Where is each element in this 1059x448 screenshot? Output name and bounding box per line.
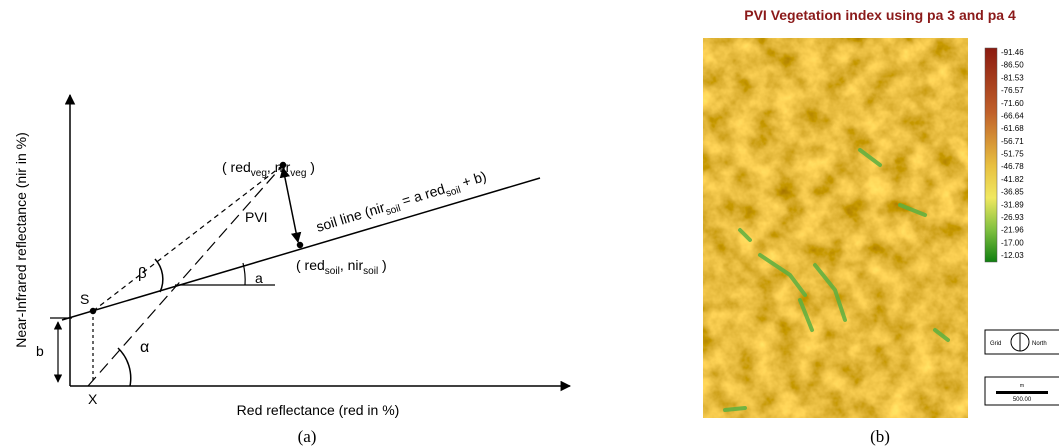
label-part: soil line (nir [314, 199, 387, 235]
figure: Near-Infrared reflectance (nir in %) Red… [0, 0, 1059, 448]
legend-label: -12.03 [1001, 251, 1024, 260]
legend-label: -91.46 [1001, 48, 1024, 57]
scale-value: 500.00 [1013, 397, 1032, 403]
legend-label: -76.57 [1001, 86, 1024, 95]
x-axis-label: Red reflectance (red in %) [237, 402, 400, 418]
panel-b: PVI Vegetation index using pa 3 and pa 4… [703, 7, 1059, 446]
subscript: soil [363, 266, 378, 277]
scale-bar [996, 391, 1048, 394]
legend-label: -21.96 [1001, 226, 1024, 235]
legend-label: -51.75 [1001, 150, 1024, 159]
beta-label: β [138, 265, 147, 282]
legend-label: -86.50 [1001, 61, 1024, 70]
label-part: + b) [456, 168, 488, 192]
dashed-line [93, 165, 283, 311]
legend-label: -46.78 [1001, 162, 1024, 171]
label-part: ( red [296, 257, 325, 273]
panel-a [50, 95, 570, 386]
map-title: PVI Vegetation index using pa 3 and pa 4 [744, 7, 1016, 23]
subscript: veg [290, 168, 306, 179]
legend-label: -36.85 [1001, 188, 1024, 197]
label-part: ( red [222, 159, 251, 175]
legend-label: -66.64 [1001, 111, 1024, 120]
label-part: ) [306, 159, 315, 175]
alpha-arc [118, 348, 131, 386]
caption: (b) [870, 427, 890, 446]
intercept-label: b [36, 343, 44, 359]
legend-label: -31.89 [1001, 200, 1024, 209]
legend-label: -71.60 [1001, 99, 1024, 108]
compass-label: North [1032, 341, 1047, 347]
legend-label: -17.00 [1001, 238, 1024, 247]
compass-label: Grid [990, 341, 1001, 347]
legend: -91.46 -86.50 -81.53 -76.57 -71.60 -66.64 -61.… [1001, 48, 1024, 260]
vegetation-point-label: ( redveg, nirveg ) [222, 159, 315, 179]
point [298, 243, 303, 248]
label-part: = a red [396, 180, 446, 209]
scale-unit: m [1020, 383, 1024, 389]
caption: (a) [298, 427, 317, 446]
map-texture [703, 38, 968, 418]
x-label: X [88, 391, 98, 407]
point [91, 309, 96, 314]
label-part: , nir [267, 159, 291, 175]
soil-line [62, 178, 540, 320]
legend-label: -81.53 [1001, 73, 1024, 82]
label-part: , nir [340, 257, 364, 273]
panel-a-labels: Near-Infrared reflectance (nir in %) Red… [13, 132, 489, 446]
legend-label: -56.71 [1001, 137, 1024, 146]
pvi-label: PVI [245, 209, 268, 225]
dashed-line [88, 165, 283, 386]
legend-label: -26.93 [1001, 213, 1024, 222]
beta-arc [155, 259, 163, 292]
subscript: veg [251, 168, 267, 179]
y-axis-label: Near-Infrared reflectance (nir in %) [13, 132, 29, 348]
soil-point-label: ( redsoil, nirsoil ) [296, 257, 387, 277]
legend-label: -61.68 [1001, 124, 1024, 133]
colorbar [985, 48, 997, 262]
s-label: S [80, 291, 89, 307]
subscript: soil [325, 266, 340, 277]
soil-line-label: soil line (nirsoil = a redsoil + b) [314, 168, 489, 239]
legend-label: -41.82 [1001, 175, 1024, 184]
pvi-arrow [283, 168, 298, 242]
slope-label: a [255, 270, 263, 286]
alpha-label: α [140, 339, 149, 356]
label-part: ) [378, 257, 387, 273]
